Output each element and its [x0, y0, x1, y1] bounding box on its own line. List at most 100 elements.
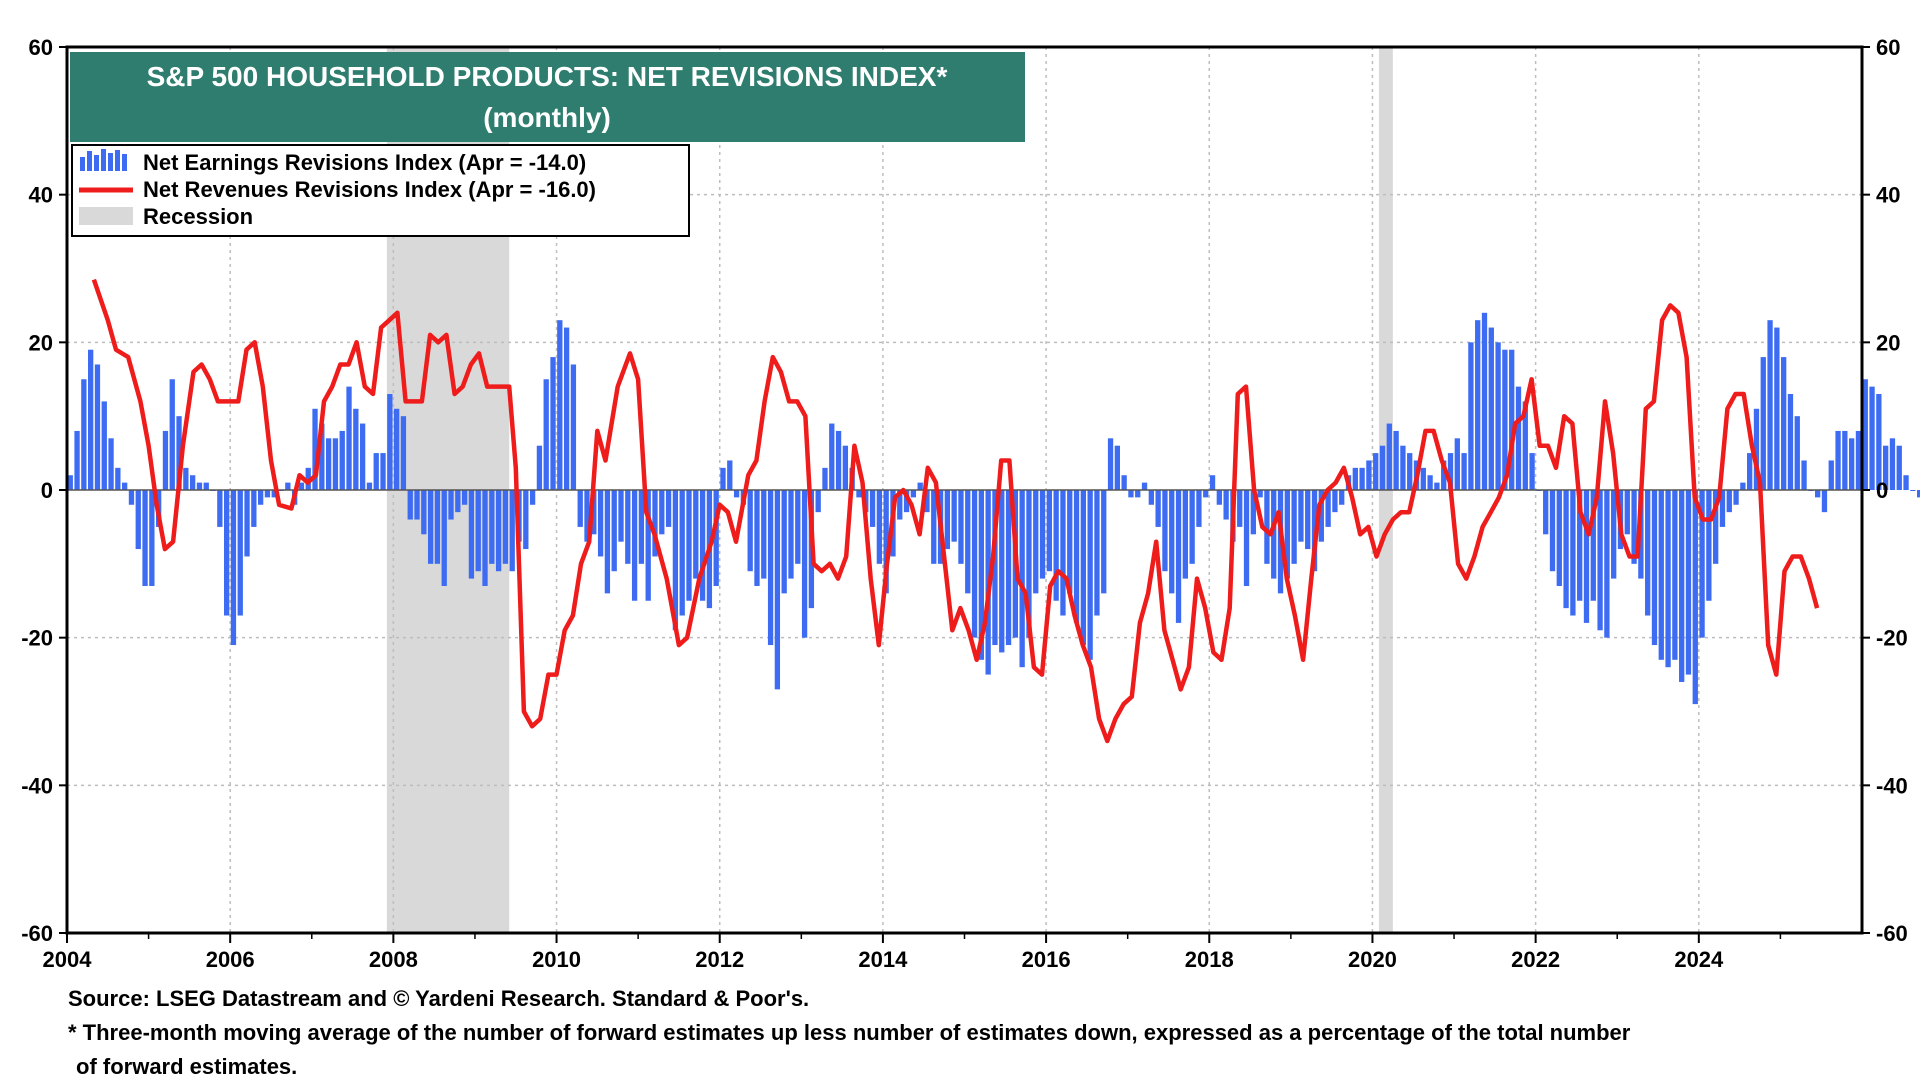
earnings-bar	[754, 490, 760, 586]
earnings-bar	[835, 430, 842, 490]
earnings-bar	[604, 490, 611, 594]
x-tick-label: 2024	[1674, 947, 1724, 972]
earnings-bar	[1597, 490, 1603, 631]
earnings-bar	[1352, 467, 1358, 490]
earnings-bar	[393, 408, 400, 490]
earnings-bar	[577, 490, 583, 527]
earnings-bar	[1563, 490, 1569, 609]
x-tick-label: 2004	[43, 947, 93, 972]
earnings-bar	[1135, 490, 1141, 498]
earnings-bar	[271, 490, 277, 498]
earnings-bar	[1175, 490, 1182, 623]
earnings-bar	[455, 490, 461, 513]
earnings-bar	[230, 490, 237, 646]
earnings-bar	[1393, 430, 1399, 490]
earnings-bar	[1583, 490, 1590, 623]
earnings-bar	[672, 490, 679, 631]
earnings-bar	[1713, 490, 1719, 564]
earnings-bar	[1101, 490, 1107, 594]
earnings-bar	[1053, 490, 1059, 601]
earnings-bar	[489, 490, 495, 564]
earnings-bar	[189, 475, 196, 490]
earnings-bar	[359, 423, 366, 490]
earnings-bar	[1373, 453, 1379, 490]
earnings-bar	[74, 430, 80, 490]
earnings-bar	[1631, 490, 1637, 564]
earnings-bar	[897, 490, 903, 520]
earnings-bar	[257, 490, 264, 505]
source-note: Source: LSEG Datastream and © Yardeni Re…	[68, 986, 810, 1011]
x-tick-label: 2014	[858, 947, 908, 972]
earnings-bar	[1094, 490, 1100, 616]
earnings-bar	[223, 490, 230, 616]
earnings-bar	[1679, 490, 1685, 682]
earnings-bar	[1896, 445, 1902, 490]
earnings-bar	[978, 490, 985, 660]
earnings-bar	[869, 490, 876, 527]
earnings-bar	[1237, 490, 1243, 527]
earnings-bar	[1883, 445, 1889, 490]
legend-swatch-bar	[108, 153, 113, 171]
earnings-bar	[1332, 490, 1338, 513]
earnings-bar	[1114, 445, 1120, 490]
earnings-bar	[1903, 475, 1909, 490]
earnings-bar	[1747, 453, 1753, 490]
earnings-bar	[652, 490, 658, 557]
earnings-bar	[1019, 490, 1025, 668]
earnings-bar	[237, 490, 243, 616]
earnings-bar	[1624, 490, 1630, 535]
earnings-bar	[1475, 320, 1481, 490]
y-tick-label-left: 0	[41, 478, 53, 503]
earnings-bar	[196, 482, 203, 490]
earnings-bar	[1441, 460, 1447, 490]
earnings-bar	[625, 490, 631, 564]
earnings-bar	[1719, 490, 1726, 527]
y-tick-label-left: -20	[21, 626, 53, 651]
earnings-bar	[135, 490, 141, 550]
earnings-bar	[822, 467, 828, 490]
earnings-bar	[1325, 490, 1331, 527]
earnings-bar	[414, 490, 420, 520]
earnings-bar	[638, 490, 645, 564]
earnings-bar	[1250, 490, 1256, 535]
earnings-bar	[441, 490, 447, 586]
earnings-bar	[1073, 490, 1080, 623]
earnings-bar	[1556, 490, 1562, 586]
legend-swatch-bars	[80, 149, 127, 171]
revenues-line	[91, 278, 1820, 744]
earnings-bar	[1577, 490, 1583, 601]
earnings-bar	[264, 490, 271, 498]
y-tick-label-left: 20	[29, 330, 53, 355]
earnings-bar	[1305, 490, 1311, 550]
earnings-bar	[618, 490, 624, 542]
earnings-bar	[1420, 467, 1426, 490]
earnings-bar	[1339, 490, 1345, 505]
y-tick-label-right: -40	[1876, 773, 1908, 798]
x-tick-label: 2010	[532, 947, 581, 972]
earnings-bar	[1379, 445, 1386, 490]
earnings-bar	[931, 490, 937, 564]
earnings-bar	[502, 490, 509, 564]
earnings-bar	[339, 430, 345, 490]
earnings-bar	[1590, 490, 1596, 601]
earnings-bar	[509, 490, 515, 572]
earnings-bar	[958, 490, 964, 564]
x-tick-label: 2018	[1185, 947, 1234, 972]
y-tick-label-right: 0	[1876, 478, 1888, 503]
earnings-bar	[461, 490, 468, 505]
x-tick-label: 2008	[369, 947, 418, 972]
earnings-bar	[1842, 430, 1848, 490]
earnings-bar	[475, 490, 481, 572]
earnings-bar	[1087, 490, 1093, 660]
earnings-bar	[1141, 482, 1148, 490]
earnings-bar	[1699, 490, 1705, 638]
earnings-bar	[842, 445, 849, 490]
earnings-bar	[67, 475, 73, 490]
earnings-bar	[1767, 320, 1773, 490]
earnings-bar	[1889, 438, 1896, 490]
legend-swatch-recession	[79, 207, 133, 225]
earnings-bar	[101, 401, 107, 490]
earnings-bar	[761, 490, 767, 579]
earnings-bar	[1223, 490, 1229, 520]
